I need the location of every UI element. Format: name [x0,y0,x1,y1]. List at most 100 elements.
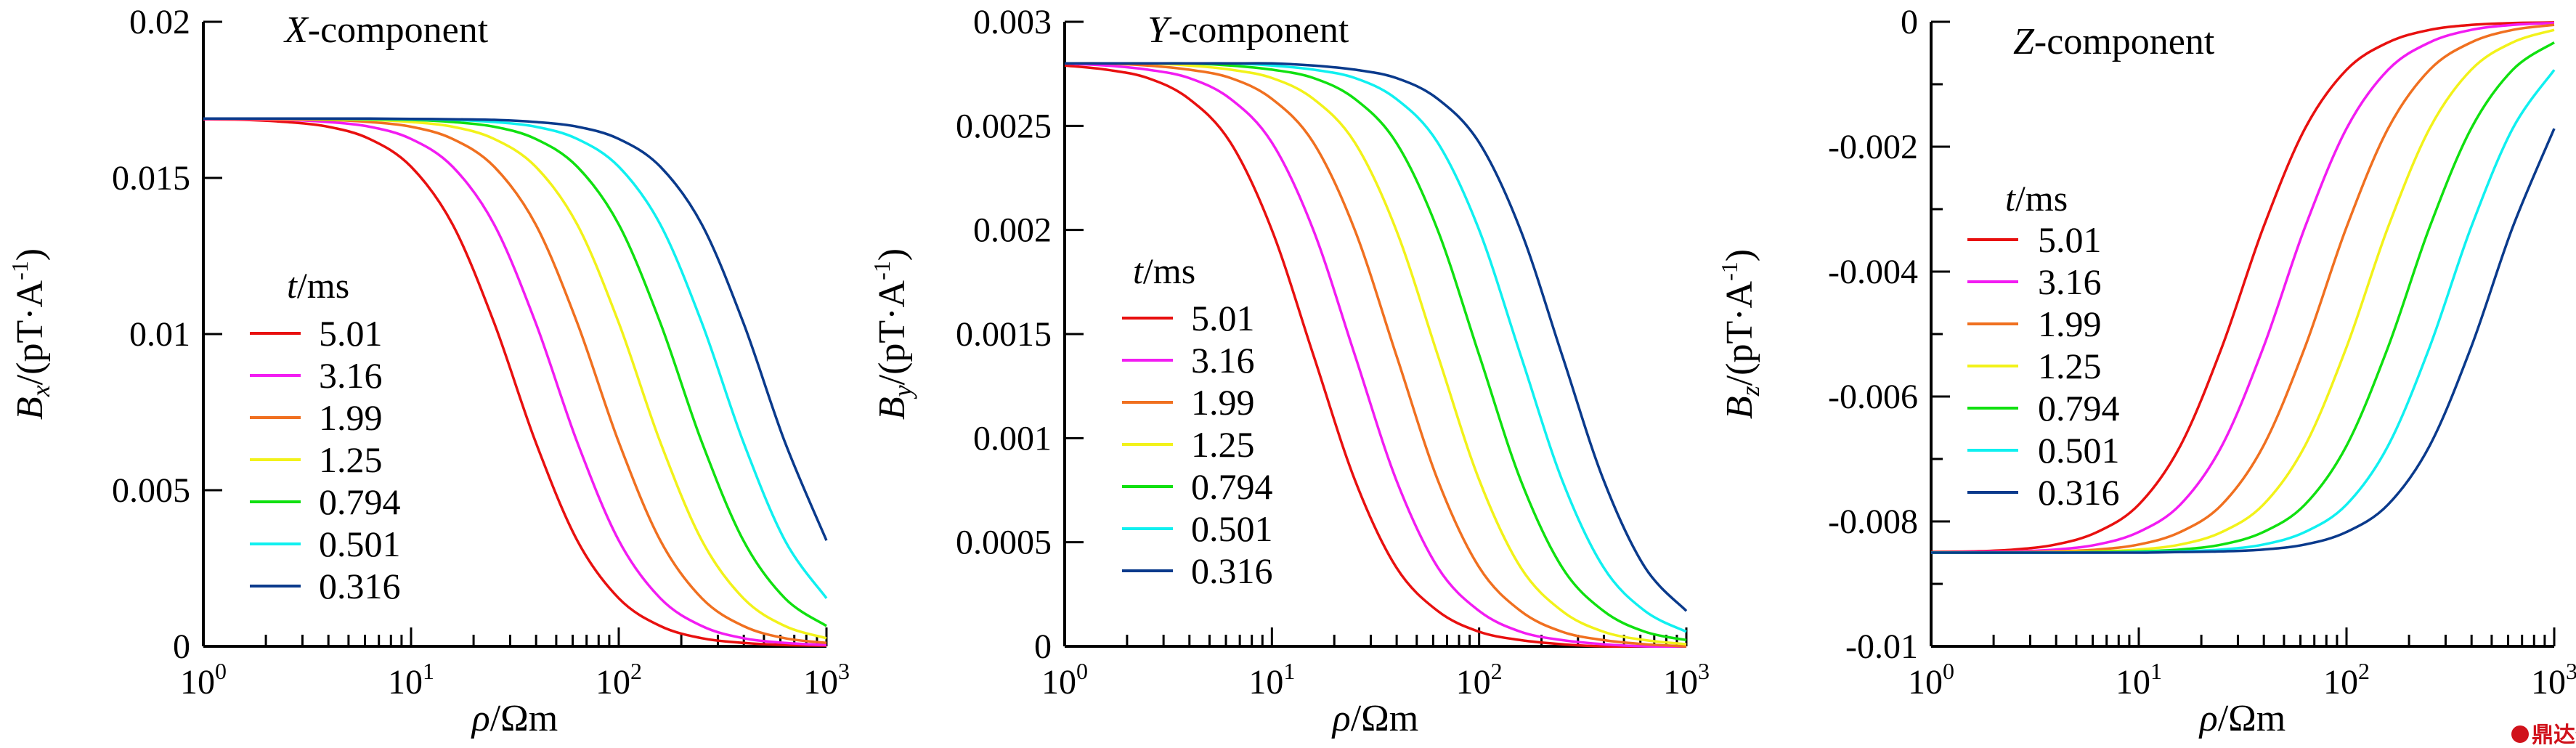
x-label-var: ρ [1331,698,1351,739]
x-tick-base: 10 [803,663,838,702]
x-tick-label: 103 [1663,658,1710,702]
chart-title: Y-component [1147,9,1349,51]
x-tick-base: 10 [1248,663,1283,702]
title-rest: -component [1169,9,1349,51]
x-label-unit: /Ωm [490,698,558,739]
y-tick-label: 0.0025 [956,107,1052,145]
y-axis-label: Bz/(pT·A-1) [1716,249,1765,419]
legend-label: 5.01 [2038,219,2102,260]
y-label-superscript: -1 [869,261,895,280]
y-label-subscript: y [888,385,917,399]
legend-title-var: t [2005,178,2016,219]
y-tick-label: 0.005 [112,471,190,510]
x-tick-label: 100 [180,658,227,702]
x-tick-exponent: 0 [215,658,227,684]
x-tick-base: 10 [596,663,630,702]
y-label-superscript: -1 [7,261,33,280]
y-label-subscript: x [26,385,55,397]
legend-label: 0.316 [1191,550,1273,591]
series-line-1.99 [1064,62,1687,648]
series-line-3.16 [203,117,827,647]
y-tick-label: -0.002 [1828,128,1918,166]
legend-title-unit: /ms [297,265,349,306]
watermark: 鼎达信 [2511,723,2576,747]
x-label-unit: /Ωm [2218,698,2286,739]
legend-label: 1.25 [1191,424,1255,465]
title-var: Z [2013,21,2035,62]
series-line-3.16 [1064,62,1687,648]
x-tick-label: 101 [1248,658,1295,702]
y-label-superscript: -1 [1716,261,1742,281]
y-label-unit: /(pT·A [9,280,51,385]
x-tick-base: 10 [1908,663,1943,702]
legend-label: 1.99 [319,397,383,438]
legend-label: 1.99 [1191,382,1255,423]
x-tick-label: 102 [2323,658,2370,702]
y-tick-label: 0.003 [973,3,1052,41]
x-tick-label: 100 [1908,658,1954,702]
legend-label: 0.794 [319,481,401,522]
legend-label: 0.794 [1191,466,1273,507]
y-tick-label: 0 [1901,3,1918,41]
x-tick-exponent: 2 [1491,658,1503,684]
legend-label: 0.316 [319,566,401,606]
x-tick-exponent: 0 [1943,658,1954,684]
series-line-5.01 [1064,64,1686,648]
x-axis-label: ρ/Ωm [471,698,558,739]
y-tick-label: 0.02 [129,3,190,41]
x-tick-label: 102 [596,658,642,702]
x-tick-base: 10 [2116,663,2150,702]
legend-title: t/ms [287,265,349,306]
legend-label: 5.01 [319,313,383,354]
series-line-1.25 [203,117,827,640]
x-tick-exponent: 1 [1283,658,1295,684]
x-tick-label: 102 [1456,658,1503,702]
y-axis-label: Bx/(pT·A-1) [7,248,55,420]
y-label-end: ) [9,248,51,261]
x-tick-exponent: 2 [630,658,642,684]
y-tick-label: 0.001 [973,419,1052,458]
legend-title-var: t [287,265,298,306]
x-tick-label: 100 [1041,658,1088,702]
y-tick-label: 0 [173,627,190,666]
x-axis-label: ρ/Ωm [1331,698,1419,739]
y-tick-label: 0.01 [129,315,190,354]
title-rest: -component [308,9,489,51]
series-line-0.501 [1065,62,1687,633]
x-tick-base: 10 [2531,663,2566,702]
title-var: X [283,9,309,51]
series-line-0.794 [1931,41,2555,554]
legend-label: 1.25 [2038,346,2102,386]
legend-title-unit: /ms [1143,251,1195,291]
watermark-logo-icon [2511,725,2529,743]
series-line-3.16 [1930,21,2555,554]
x-tick-exponent: 3 [2566,658,2576,684]
x-tick-label: 101 [388,658,434,702]
x-axis-label: ρ/Ωm [2198,698,2286,739]
y-tick-label: -0.004 [1828,253,1918,291]
legend-label: 5.01 [1191,298,1255,338]
x-tick-exponent: 1 [2150,658,2162,684]
y-tick-label: 0.015 [112,159,190,198]
y-label-end: ) [871,248,913,261]
legend-label: 3.16 [2038,261,2102,302]
y-label-subscript: z [1736,386,1765,397]
y-tick-label: -0.01 [1845,627,1918,666]
series-line-5.01 [203,118,827,647]
y-label-unit: /(pT·A [871,280,913,385]
x-tick-base: 10 [1456,663,1491,702]
legend-title-unit: /ms [2015,178,2068,219]
series-line-0.316 [203,117,828,541]
y-label-end: ) [1719,249,1760,261]
legend-label: 0.794 [2038,388,2120,428]
x-tick-base: 10 [1041,663,1076,702]
y-tick-label: -0.006 [1828,378,1918,416]
y-tick-label: -0.008 [1828,503,1918,541]
legend-label: 3.16 [1191,340,1255,381]
